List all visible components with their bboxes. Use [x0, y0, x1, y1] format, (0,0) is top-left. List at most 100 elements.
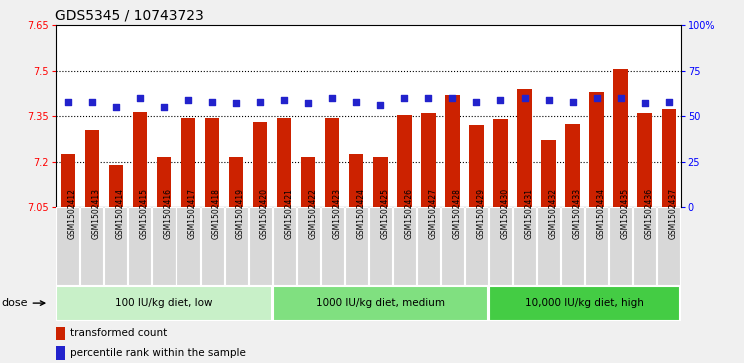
Point: [495, 97, 507, 103]
FancyBboxPatch shape: [57, 286, 272, 321]
Text: GSM1502412: GSM1502412: [68, 188, 77, 238]
FancyBboxPatch shape: [393, 207, 416, 285]
FancyBboxPatch shape: [441, 207, 464, 285]
Point: [230, 101, 242, 106]
Bar: [397, 115, 411, 207]
Point: [663, 99, 675, 105]
Text: GDS5345 / 10743723: GDS5345 / 10743723: [55, 9, 204, 23]
FancyBboxPatch shape: [297, 207, 320, 285]
Text: GSM1502413: GSM1502413: [92, 188, 101, 238]
Bar: [589, 92, 604, 207]
Bar: [205, 118, 219, 207]
Bar: [60, 154, 75, 207]
Point: [86, 99, 97, 105]
Bar: [132, 111, 147, 207]
Bar: [493, 119, 507, 207]
FancyBboxPatch shape: [417, 207, 440, 285]
Text: GSM1502415: GSM1502415: [140, 188, 149, 238]
Bar: [85, 130, 99, 207]
Text: 1000 IU/kg diet, medium: 1000 IU/kg diet, medium: [315, 298, 445, 308]
Bar: [373, 157, 388, 207]
FancyBboxPatch shape: [513, 207, 536, 285]
Text: GSM1502428: GSM1502428: [452, 188, 461, 238]
FancyBboxPatch shape: [657, 207, 680, 285]
FancyBboxPatch shape: [465, 207, 488, 285]
FancyBboxPatch shape: [153, 207, 176, 285]
FancyBboxPatch shape: [561, 207, 584, 285]
FancyBboxPatch shape: [272, 207, 295, 285]
FancyBboxPatch shape: [609, 207, 632, 285]
Point: [62, 99, 74, 105]
Bar: [325, 118, 339, 207]
Text: GSM1502425: GSM1502425: [380, 188, 389, 238]
FancyBboxPatch shape: [369, 207, 392, 285]
Text: 100 IU/kg diet, low: 100 IU/kg diet, low: [115, 298, 213, 308]
Text: GSM1502432: GSM1502432: [548, 188, 557, 238]
Point: [615, 95, 626, 101]
FancyBboxPatch shape: [225, 207, 248, 285]
Text: GSM1502418: GSM1502418: [212, 188, 221, 238]
Text: transformed count: transformed count: [69, 329, 167, 338]
Point: [398, 95, 410, 101]
Point: [423, 95, 434, 101]
Text: GSM1502424: GSM1502424: [356, 188, 365, 238]
Text: GSM1502416: GSM1502416: [164, 188, 173, 238]
Text: GSM1502423: GSM1502423: [333, 188, 341, 238]
Bar: [253, 122, 267, 207]
Bar: [181, 118, 195, 207]
Bar: [277, 118, 292, 207]
FancyBboxPatch shape: [321, 207, 344, 285]
Bar: [301, 157, 315, 207]
Point: [134, 95, 146, 101]
Text: GSM1502430: GSM1502430: [501, 188, 510, 239]
Point: [206, 99, 218, 105]
FancyBboxPatch shape: [633, 207, 656, 285]
Text: percentile rank within the sample: percentile rank within the sample: [69, 348, 246, 358]
Text: GSM1502420: GSM1502420: [260, 188, 269, 238]
FancyBboxPatch shape: [80, 207, 103, 285]
Text: GSM1502427: GSM1502427: [429, 188, 437, 238]
Text: GSM1502417: GSM1502417: [188, 188, 197, 238]
Text: GSM1502414: GSM1502414: [116, 188, 125, 238]
Text: dose: dose: [1, 298, 45, 308]
Text: GSM1502429: GSM1502429: [476, 188, 485, 238]
Point: [542, 97, 554, 103]
FancyBboxPatch shape: [489, 286, 680, 321]
Text: 10,000 IU/kg diet, high: 10,000 IU/kg diet, high: [525, 298, 644, 308]
Text: GSM1502435: GSM1502435: [620, 188, 629, 239]
FancyBboxPatch shape: [489, 207, 512, 285]
Bar: [517, 89, 532, 207]
FancyBboxPatch shape: [585, 207, 608, 285]
FancyBboxPatch shape: [200, 207, 224, 285]
Bar: [542, 140, 556, 207]
Bar: [157, 157, 171, 207]
Point: [446, 95, 458, 101]
Point: [182, 97, 194, 103]
Bar: [661, 109, 676, 207]
Bar: [614, 69, 628, 207]
Text: GSM1502419: GSM1502419: [236, 188, 245, 238]
FancyBboxPatch shape: [176, 207, 199, 285]
Text: GSM1502422: GSM1502422: [308, 188, 317, 238]
Point: [591, 95, 603, 101]
Text: GSM1502426: GSM1502426: [404, 188, 414, 238]
Point: [110, 104, 122, 110]
Bar: [638, 113, 652, 207]
Point: [158, 104, 170, 110]
Text: GSM1502436: GSM1502436: [645, 188, 654, 239]
Bar: [56, 327, 65, 340]
Point: [254, 99, 266, 105]
Text: GSM1502433: GSM1502433: [573, 188, 582, 239]
Point: [350, 99, 362, 105]
Point: [567, 99, 579, 105]
Bar: [229, 157, 243, 207]
Point: [327, 95, 339, 101]
FancyBboxPatch shape: [344, 207, 368, 285]
Bar: [469, 125, 484, 207]
Point: [374, 102, 386, 108]
Point: [278, 97, 290, 103]
Text: GSM1502431: GSM1502431: [525, 188, 533, 238]
FancyBboxPatch shape: [537, 207, 560, 285]
Text: GSM1502434: GSM1502434: [597, 188, 606, 239]
FancyBboxPatch shape: [57, 207, 80, 285]
